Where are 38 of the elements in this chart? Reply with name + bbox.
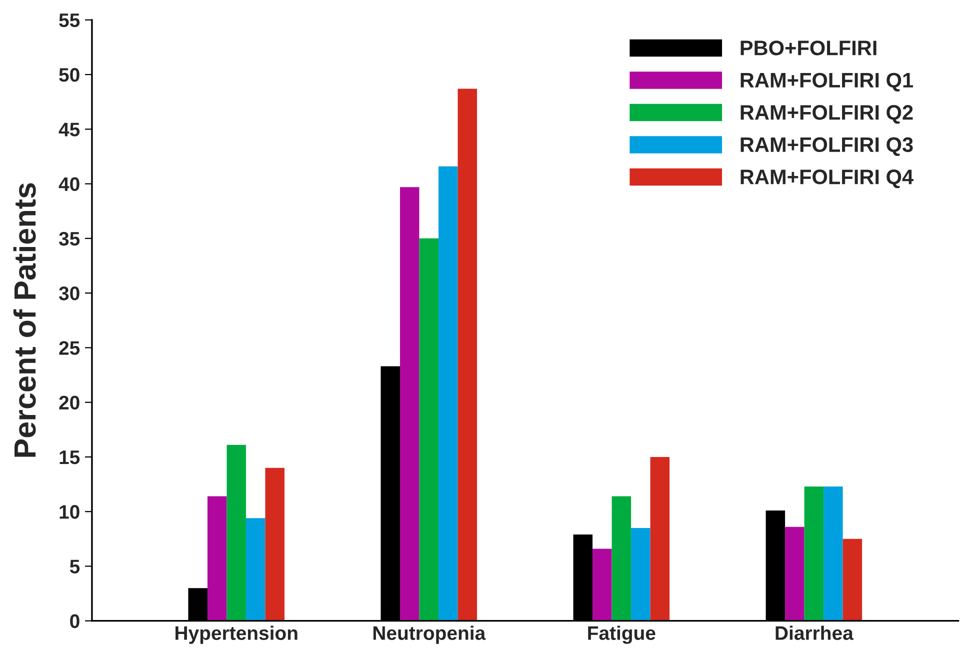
y-tick-label: 35 <box>58 232 80 246</box>
y-tick-label: 10 <box>60 505 80 519</box>
y-tick-label: 45 <box>58 122 80 136</box>
bar <box>650 456 670 621</box>
y-tick-label: 25 <box>59 341 80 355</box>
y-tick-label: 40 <box>58 177 80 192</box>
bar <box>824 486 843 621</box>
y-tick-label: 55 <box>59 14 80 28</box>
x-tick-label: Hypertension <box>176 626 298 644</box>
y-tick-label: 20 <box>59 396 80 410</box>
bar <box>226 444 246 621</box>
legend-label: RAM+FOLFIRI Q1 <box>740 72 914 92</box>
bar <box>804 486 824 621</box>
bar <box>842 538 862 621</box>
x-tick-label: Neutropenia <box>373 626 486 644</box>
bar <box>400 187 420 621</box>
bar <box>419 238 439 621</box>
bar <box>265 468 284 621</box>
y-tick-label: 0 <box>70 614 80 628</box>
bar <box>246 518 266 621</box>
x-tick-label: Fatigue <box>588 626 656 644</box>
legend-label: RAM+FOLFIRI Q4 <box>740 170 914 188</box>
bar <box>438 166 458 621</box>
legend-label: PBO+FOLFIRI <box>740 40 876 56</box>
y-tick-label: 15 <box>60 450 80 464</box>
legend-label: RAM+FOLFIRI Q2 <box>740 105 913 124</box>
bar <box>785 526 804 621</box>
y-tick-label: 30 <box>58 286 80 300</box>
bar <box>612 496 632 621</box>
legend-label: RAM+FOLFIRI Q3 <box>740 137 913 156</box>
bar <box>631 528 650 621</box>
y-axis-title: Percent of Patients <box>13 183 36 457</box>
x-tick-label: Diarrhea <box>776 626 854 640</box>
bar <box>592 548 612 621</box>
y-tick-label: 50 <box>59 68 80 82</box>
y-tick-label: 5 <box>70 560 80 574</box>
bar <box>458 88 478 621</box>
bar <box>207 496 227 621</box>
